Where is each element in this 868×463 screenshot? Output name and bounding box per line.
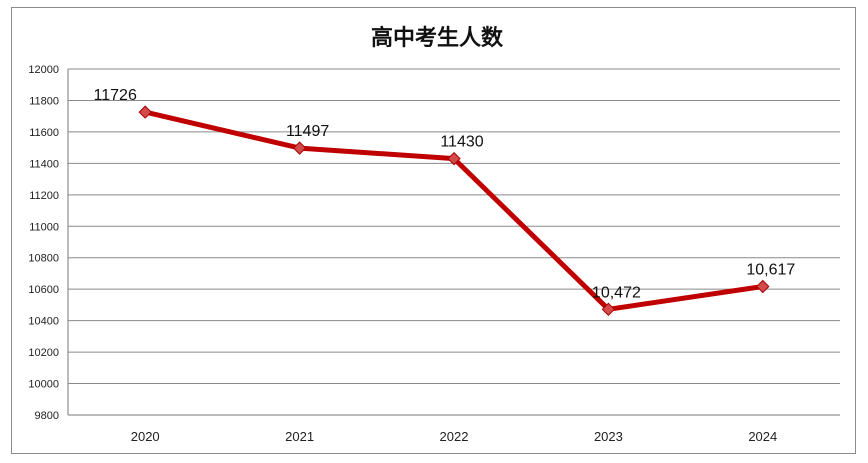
- data-point-marker: [756, 279, 770, 294]
- y-tick-label: 10800: [28, 253, 59, 265]
- data-label: 11726: [94, 87, 137, 104]
- data-label: 11430: [440, 134, 483, 151]
- chart-title: 高中考生人数: [371, 25, 504, 51]
- data-point-marker: [292, 141, 307, 155]
- x-tick-label: 2024: [748, 429, 777, 444]
- y-tick-label: 10000: [28, 379, 59, 391]
- y-axis-ticks: 12000 11800 11600 11400 11200 11000 10800 10600…: [28, 64, 59, 422]
- y-tick-label: 10600: [28, 284, 59, 296]
- series-layer: [138, 105, 770, 317]
- x-tick-label: 2022: [440, 429, 469, 444]
- y-tick-label: 10200: [28, 347, 59, 359]
- data-point-marker: [601, 302, 616, 317]
- gridlines: [67, 68, 840, 416]
- data-label: 10,472: [592, 284, 641, 301]
- y-tick-label: 11400: [29, 158, 59, 170]
- y-tick-label: 12000: [28, 64, 59, 76]
- x-axis-ticks: 2020 2021 2022 2023 2024: [131, 429, 778, 444]
- data-point-marker: [447, 151, 461, 166]
- chart-frame: [11, 7, 856, 454]
- x-tick-label: 2023: [594, 429, 623, 444]
- y-tick-label: 9800: [35, 410, 59, 422]
- y-tick-label: 11200: [29, 190, 59, 202]
- data-label: 11497: [286, 123, 329, 140]
- x-tick-label: 2021: [285, 429, 314, 444]
- y-tick-label: 11600: [29, 127, 59, 139]
- x-tick-label: 2020: [131, 429, 160, 444]
- data-label: 10,617: [746, 262, 795, 279]
- y-tick-label: 11000: [29, 221, 59, 233]
- data-labels: 11726 11497 11430 10,472 10,617: [94, 87, 796, 301]
- y-tick-label: 11800: [29, 95, 59, 107]
- y-tick-label: 10400: [28, 316, 59, 328]
- data-point-marker: [138, 105, 152, 119]
